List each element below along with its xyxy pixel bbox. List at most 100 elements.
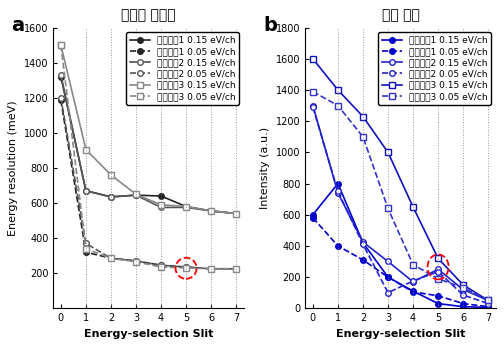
집속강도2 0.05 eV/ch: [385, 290, 391, 295]
집속강도2 0.15 eV/ch: [233, 211, 239, 215]
집속강도2 0.15 eV/ch: [410, 280, 416, 284]
집속강도3 0.15 eV/ch: [385, 150, 391, 154]
집속강도1 0.05 eV/ch: [385, 275, 391, 279]
집속강도2 0.15 eV/ch: [183, 205, 189, 210]
Text: a: a: [12, 16, 25, 35]
집속강도1 0.05 eV/ch: [208, 267, 214, 271]
집속강도1 0.15 eV/ch: [233, 211, 239, 215]
집속강도2 0.05 eV/ch: [108, 256, 114, 260]
집속강도3 0.05 eV/ch: [410, 263, 416, 267]
집속강도3 0.05 eV/ch: [158, 265, 164, 269]
집속강도1 0.15 eV/ch: [360, 241, 366, 245]
집속강도3 0.15 eV/ch: [485, 298, 491, 303]
Line: 집속강도3 0.05 eV/ch: 집속강도3 0.05 eV/ch: [58, 42, 239, 272]
집속강도3 0.05 eV/ch: [58, 43, 64, 47]
집속강도2 0.15 eV/ch: [485, 298, 491, 303]
집속강도3 0.05 eV/ch: [108, 256, 114, 260]
Line: 집속강도1 0.15 eV/ch: 집속강도1 0.15 eV/ch: [310, 181, 491, 310]
집속강도3 0.15 eV/ch: [233, 211, 239, 215]
Line: 집속강도3 0.15 eV/ch: 집속강도3 0.15 eV/ch: [58, 42, 239, 216]
집속강도3 0.05 eV/ch: [485, 298, 491, 302]
Title: 에너지 분해능: 에너지 분해능: [121, 8, 176, 22]
집속강도3 0.05 eV/ch: [310, 90, 316, 94]
집속강도3 0.05 eV/ch: [335, 103, 341, 108]
Line: 집속강도1 0.05 eV/ch: 집속강도1 0.05 eV/ch: [58, 98, 239, 272]
Legend: 집속강도1 0.15 eV/ch, 집속강도1 0.05 eV/ch, 집속강도2 0.15 eV/ch, 집속강도2 0.05 eV/ch, 집속강도3 0.: 집속강도1 0.15 eV/ch, 집속강도1 0.05 eV/ch, 집속강도…: [126, 32, 239, 105]
Line: 집속강도1 0.05 eV/ch: 집속강도1 0.05 eV/ch: [310, 215, 491, 310]
집속강도3 0.15 eV/ch: [435, 256, 441, 261]
Text: b: b: [264, 16, 277, 35]
집속강도2 0.05 eV/ch: [158, 263, 164, 268]
집속강도3 0.05 eV/ch: [460, 286, 466, 290]
집속강도2 0.05 eV/ch: [460, 293, 466, 297]
Line: 집속강도1 0.15 eV/ch: 집속강도1 0.15 eV/ch: [58, 74, 239, 216]
집속강도3 0.05 eV/ch: [183, 266, 189, 270]
집속강도1 0.05 eV/ch: [485, 305, 491, 309]
집속강도1 0.15 eV/ch: [208, 209, 214, 213]
X-axis label: Energy-selection Slit: Energy-selection Slit: [84, 329, 213, 339]
집속강도1 0.15 eV/ch: [410, 289, 416, 293]
집속강도3 0.15 eV/ch: [58, 43, 64, 47]
집속강도1 0.05 eV/ch: [108, 256, 114, 260]
Line: 집속강도3 0.15 eV/ch: 집속강도3 0.15 eV/ch: [310, 56, 491, 303]
집속강도1 0.05 eV/ch: [233, 267, 239, 271]
집속강도3 0.05 eV/ch: [435, 277, 441, 281]
집속강도2 0.05 eV/ch: [360, 242, 366, 246]
집속강도2 0.05 eV/ch: [310, 105, 316, 109]
집속강도2 0.15 eV/ch: [58, 73, 64, 77]
집속강도1 0.15 eV/ch: [158, 194, 164, 198]
Line: 집속강도2 0.05 eV/ch: 집속강도2 0.05 eV/ch: [310, 104, 491, 306]
집속강도2 0.05 eV/ch: [435, 270, 441, 274]
집속강도2 0.05 eV/ch: [83, 241, 89, 245]
Line: 집속강도2 0.15 eV/ch: 집속강도2 0.15 eV/ch: [58, 72, 239, 216]
집속강도2 0.15 eV/ch: [158, 205, 164, 210]
집속강도2 0.15 eV/ch: [108, 195, 114, 199]
집속강도1 0.15 eV/ch: [485, 305, 491, 310]
집속강도1 0.05 eV/ch: [310, 216, 316, 220]
Y-axis label: Energy resolution (meV): Energy resolution (meV): [9, 100, 18, 236]
Line: 집속강도2 0.05 eV/ch: 집속강도2 0.05 eV/ch: [58, 95, 239, 272]
집속강도3 0.15 eV/ch: [133, 192, 139, 196]
집속강도1 0.15 eV/ch: [335, 181, 341, 186]
집속강도2 0.15 eV/ch: [385, 260, 391, 264]
집속강도1 0.15 eV/ch: [58, 75, 64, 79]
집속강도3 0.15 eV/ch: [460, 283, 466, 287]
집속강도1 0.05 eV/ch: [133, 259, 139, 263]
집속강도2 0.05 eV/ch: [410, 279, 416, 283]
집속강도3 0.05 eV/ch: [385, 206, 391, 211]
집속강도3 0.15 eV/ch: [158, 203, 164, 207]
집속강도1 0.05 eV/ch: [335, 244, 341, 248]
Line: 집속강도2 0.15 eV/ch: 집속강도2 0.15 eV/ch: [310, 103, 491, 303]
집속강도1 0.05 eV/ch: [158, 263, 164, 268]
집속강도3 0.05 eV/ch: [233, 267, 239, 271]
집속강도1 0.05 eV/ch: [183, 265, 189, 269]
집속강도1 0.15 eV/ch: [108, 195, 114, 199]
집속강도2 0.15 eV/ch: [133, 193, 139, 197]
집속강도2 0.15 eV/ch: [460, 287, 466, 291]
집속강도3 0.15 eV/ch: [183, 204, 189, 209]
집속강도2 0.05 eV/ch: [485, 302, 491, 306]
집속강도1 0.15 eV/ch: [435, 302, 441, 306]
집속강도3 0.05 eV/ch: [360, 135, 366, 139]
집속강도2 0.05 eV/ch: [233, 267, 239, 271]
Legend: 집속강도1 0.15 eV/ch, 집속강도1 0.05 eV/ch, 집속강도2 0.15 eV/ch, 집속강도2 0.05 eV/ch, 집속강도3 0.: 집속강도1 0.15 eV/ch, 집속강도1 0.05 eV/ch, 집속강도…: [378, 32, 491, 105]
집속강도1 0.15 eV/ch: [385, 275, 391, 279]
집속강도1 0.15 eV/ch: [183, 204, 189, 209]
집속강도1 0.05 eV/ch: [460, 302, 466, 306]
집속강도3 0.05 eV/ch: [208, 267, 214, 271]
집속강도2 0.15 eV/ch: [335, 191, 341, 195]
Y-axis label: Intensity (a.u.): Intensity (a.u.): [261, 127, 270, 209]
집속강도1 0.05 eV/ch: [360, 258, 366, 262]
집속강도1 0.05 eV/ch: [410, 290, 416, 294]
X-axis label: Energy-selection Slit: Energy-selection Slit: [336, 329, 465, 339]
집속강도1 0.05 eV/ch: [83, 250, 89, 254]
집속강도1 0.15 eV/ch: [460, 305, 466, 309]
집속강도3 0.15 eV/ch: [108, 173, 114, 177]
집속강도3 0.15 eV/ch: [360, 115, 366, 119]
집속강도3 0.15 eV/ch: [208, 209, 214, 213]
집속강도2 0.15 eV/ch: [435, 267, 441, 271]
집속강도2 0.15 eV/ch: [83, 189, 89, 193]
집속강도2 0.15 eV/ch: [208, 209, 214, 213]
집속강도2 0.05 eV/ch: [183, 265, 189, 269]
집속강도3 0.15 eV/ch: [335, 88, 341, 92]
